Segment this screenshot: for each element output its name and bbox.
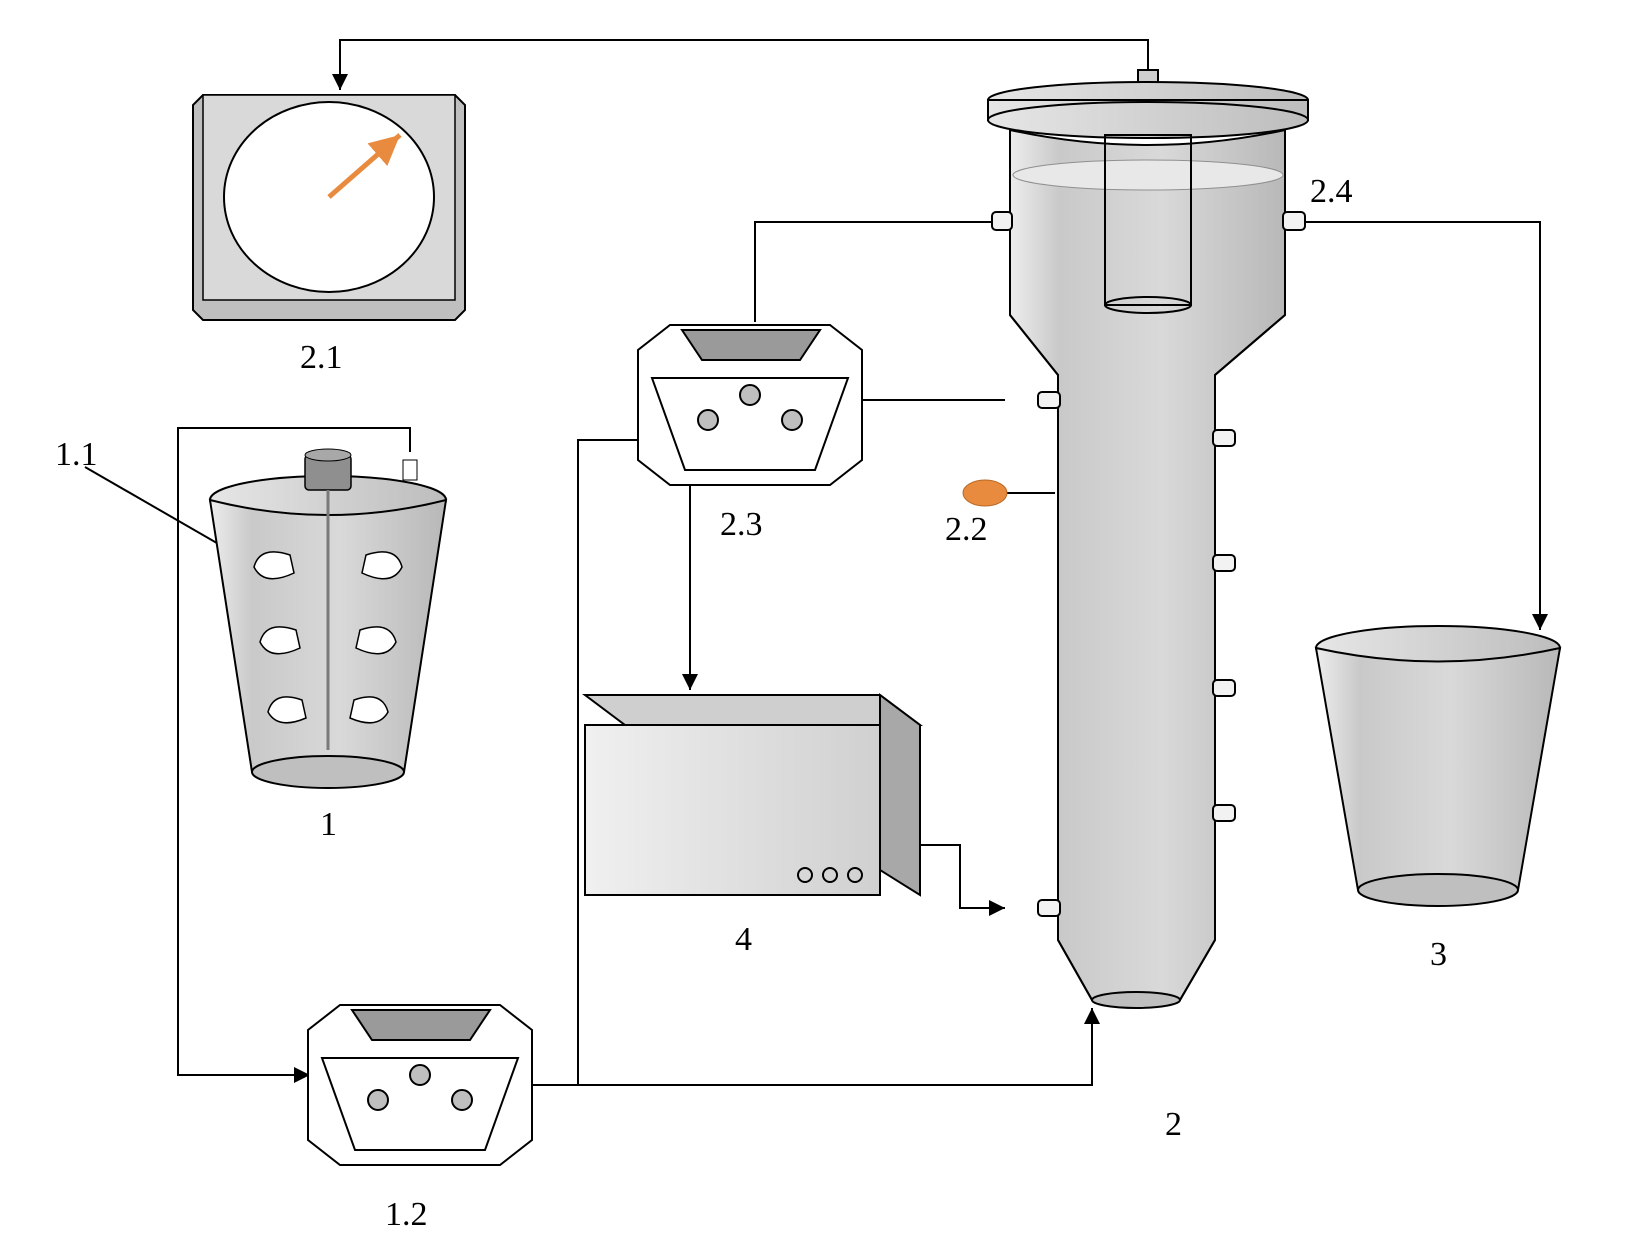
- label-2-3: 2.3: [720, 506, 763, 543]
- heater-probe-icon: [963, 480, 1007, 506]
- label-1-1: 1.1: [55, 436, 98, 473]
- stirred-vessel-1: [210, 449, 446, 788]
- vessel-3: [1316, 626, 1560, 906]
- box-4: [585, 695, 920, 895]
- gauge-2-1: [193, 95, 465, 320]
- column-2: [988, 70, 1308, 1008]
- label-3: 3: [1430, 936, 1447, 973]
- apparatus-diagram: 2.1 1.1 1 1.2 2.3 2.2 4 2 2.4 3: [0, 0, 1627, 1259]
- label-2-1: 2.1: [300, 339, 343, 376]
- label-2-4: 2.4: [1310, 173, 1353, 210]
- pump-2-3: [638, 325, 862, 485]
- label-4: 4: [735, 921, 752, 958]
- label-2: 2: [1165, 1106, 1182, 1143]
- label-1: 1: [320, 806, 337, 843]
- label-1-2: 1.2: [385, 1196, 428, 1233]
- label-2-2: 2.2: [945, 511, 988, 548]
- pump-1-2: [308, 1005, 532, 1165]
